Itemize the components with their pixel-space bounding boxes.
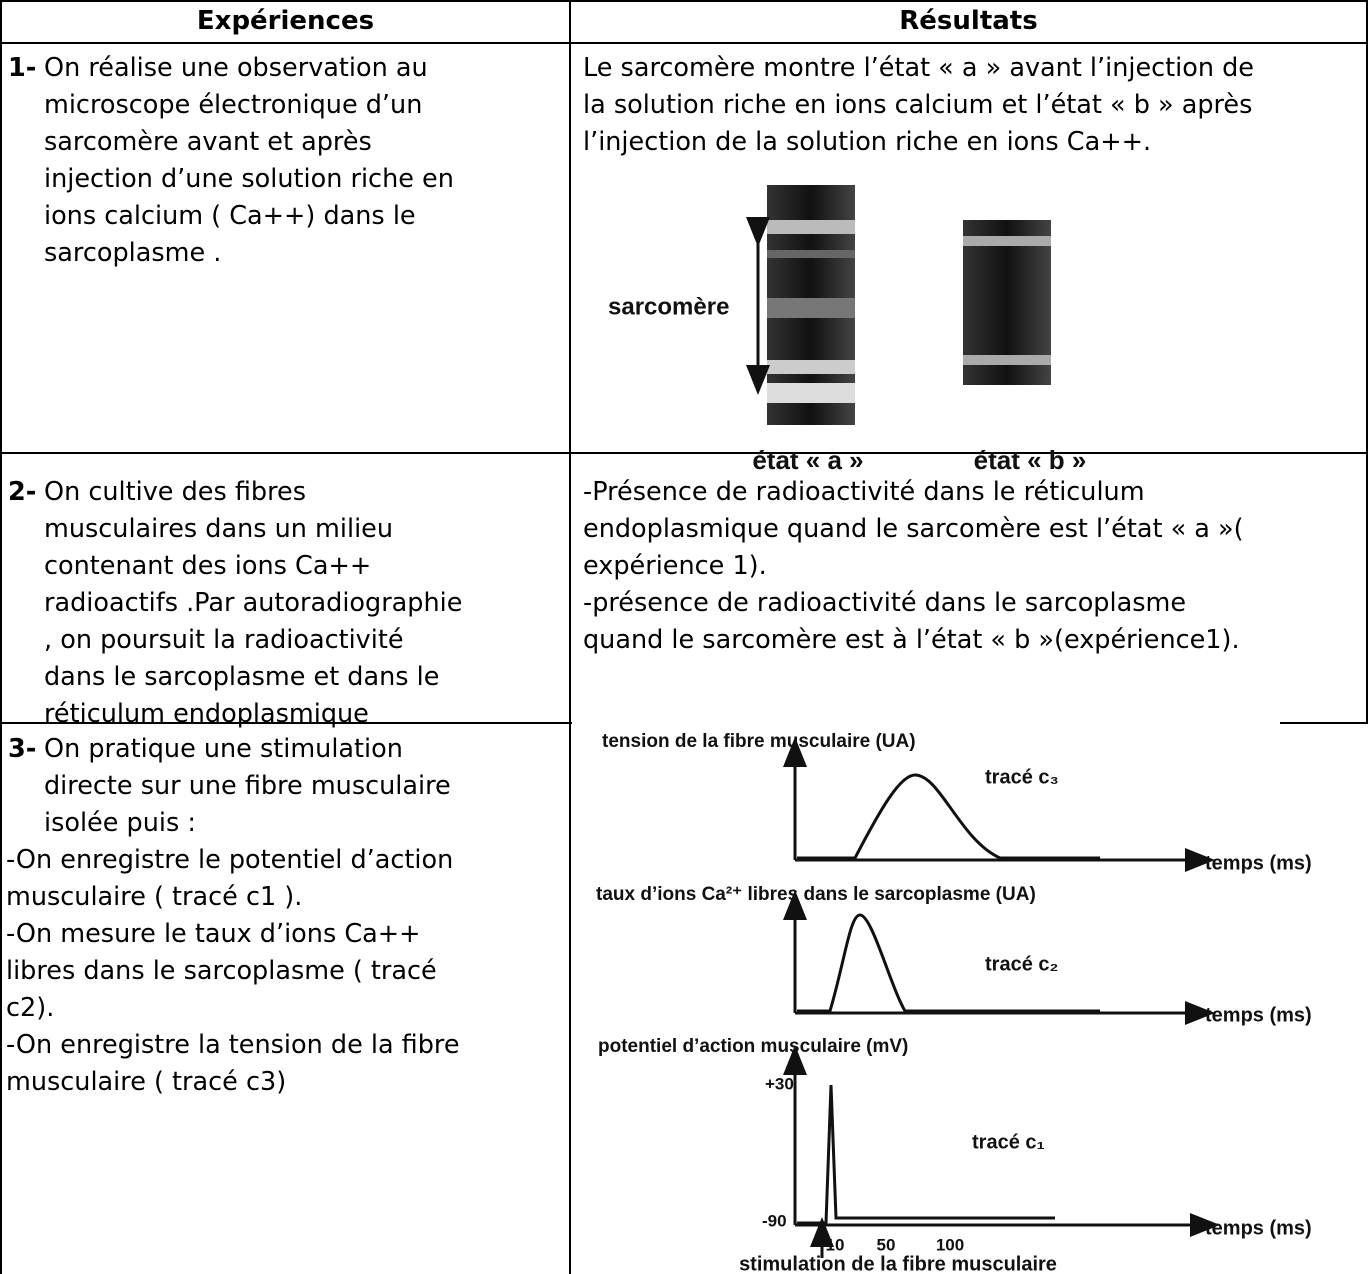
graph-c1 [783,1045,1220,1258]
trace-label: tracé c₂ [985,953,1058,975]
x-tick-label: 100 [936,1235,964,1254]
state-label: état « b » [974,445,1087,475]
text-line: sarcoplasme . [44,238,222,268]
text-line: On pratique une stimulation [44,734,403,764]
x-tick-label: 50 [877,1235,896,1254]
text-line: dans le sarcoplasme et dans le [44,662,440,692]
text-line: -Présence de radioactivité dans le rétic… [583,477,1145,507]
border [0,0,2,1274]
border [0,452,1368,454]
text-line: directe sur une fibre musculaire [44,771,451,801]
item-number: 2- [8,477,37,507]
text-line: Le sarcomère montre l’état « a » avant l… [583,53,1254,83]
border [569,0,571,1274]
x-tick-label: 10 [826,1235,845,1254]
text-line: -On enregistre la tension de la fibre [6,1030,460,1060]
text-line: -On mesure le taux d’ions Ca++ [6,919,421,949]
text-line: musculaire ( tracé c1 ). [6,882,303,912]
axis-label: temps (ms) [1205,852,1312,874]
figure-label: sarcomère [608,293,729,320]
text-line: , on poursuit la radioactivité [44,625,404,655]
text-line: radioactifs .Par autoradiographie [44,588,463,618]
text-line: -On enregistre le potentiel d’action [6,845,454,875]
border [1280,722,1368,724]
graph-title: taux d’ions Ca²⁺ libres dans le sarcopla… [596,884,1036,905]
text-line: sarcomère avant et après [44,127,372,157]
text-line: -présence de radioactivité dans le sarco… [583,588,1187,618]
text-line: On réalise une observation au [44,53,428,83]
text-line: la solution riche en ions calcium et l’é… [583,90,1253,120]
border [0,0,1368,2]
trace-label: tracé c₃ [985,766,1059,788]
text-line: On cultive des fibres [44,477,306,507]
sarcomere-b [963,220,1051,385]
graph-c3 [783,737,1215,872]
item-number: 3- [8,734,37,764]
text-line: microscope électronique d’un [44,90,423,120]
trace-label: tracé c₁ [972,1131,1045,1153]
graph-title: potentiel d’action musculaire (mV) [598,1036,908,1057]
column-header: Résultats [899,6,1038,36]
text-line: l’injection de la solution riche en ions… [583,127,1152,157]
text-line: musculaires dans un milieu [44,514,394,544]
y-tick-label: -90 [762,1211,787,1230]
text-line: c2). [6,993,55,1023]
text-line: contenant des ions Ca++ [44,551,372,581]
text-line: injection d’une solution riche en [44,164,454,194]
border [0,722,572,724]
text-line: isolée puis : [44,808,196,838]
text-line: endoplasmique quand le sarcomère est l’é… [583,514,1244,544]
y-tick-label: +30 [765,1074,794,1093]
text-line: ions calcium ( Ca++) dans le [44,201,416,231]
sarcomere-a [746,185,855,425]
text-line: réticulum endoplasmique [44,699,369,729]
border [0,42,1368,44]
text-line: libres dans le sarcoplasme ( tracé [6,956,437,986]
axis-label: temps (ms) [1205,1004,1312,1026]
state-label: état « a » [752,445,863,475]
text-line: quand le sarcomère est à l’état « b »(ex… [583,625,1240,655]
text-line: expérience 1). [583,551,767,581]
figure-caption: stimulation de la fibre musculaire [739,1253,1057,1274]
item-number: 1- [8,53,37,83]
column-header: Expériences [196,6,375,36]
border [1366,0,1368,722]
axis-label: temps (ms) [1205,1217,1312,1239]
text-line: musculaire ( tracé c3) [6,1067,287,1097]
graph-title: tension de la fibre musculaire (UA) [602,731,916,752]
graph-c2 [783,890,1215,1025]
